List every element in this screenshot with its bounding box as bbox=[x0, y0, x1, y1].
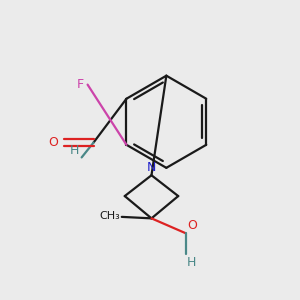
Text: O: O bbox=[49, 136, 58, 149]
Text: H: H bbox=[70, 144, 79, 157]
Text: O: O bbox=[187, 219, 197, 232]
Text: N: N bbox=[147, 161, 156, 174]
Text: CH₃: CH₃ bbox=[100, 211, 120, 221]
Text: F: F bbox=[77, 77, 84, 91]
Text: H: H bbox=[187, 256, 196, 268]
